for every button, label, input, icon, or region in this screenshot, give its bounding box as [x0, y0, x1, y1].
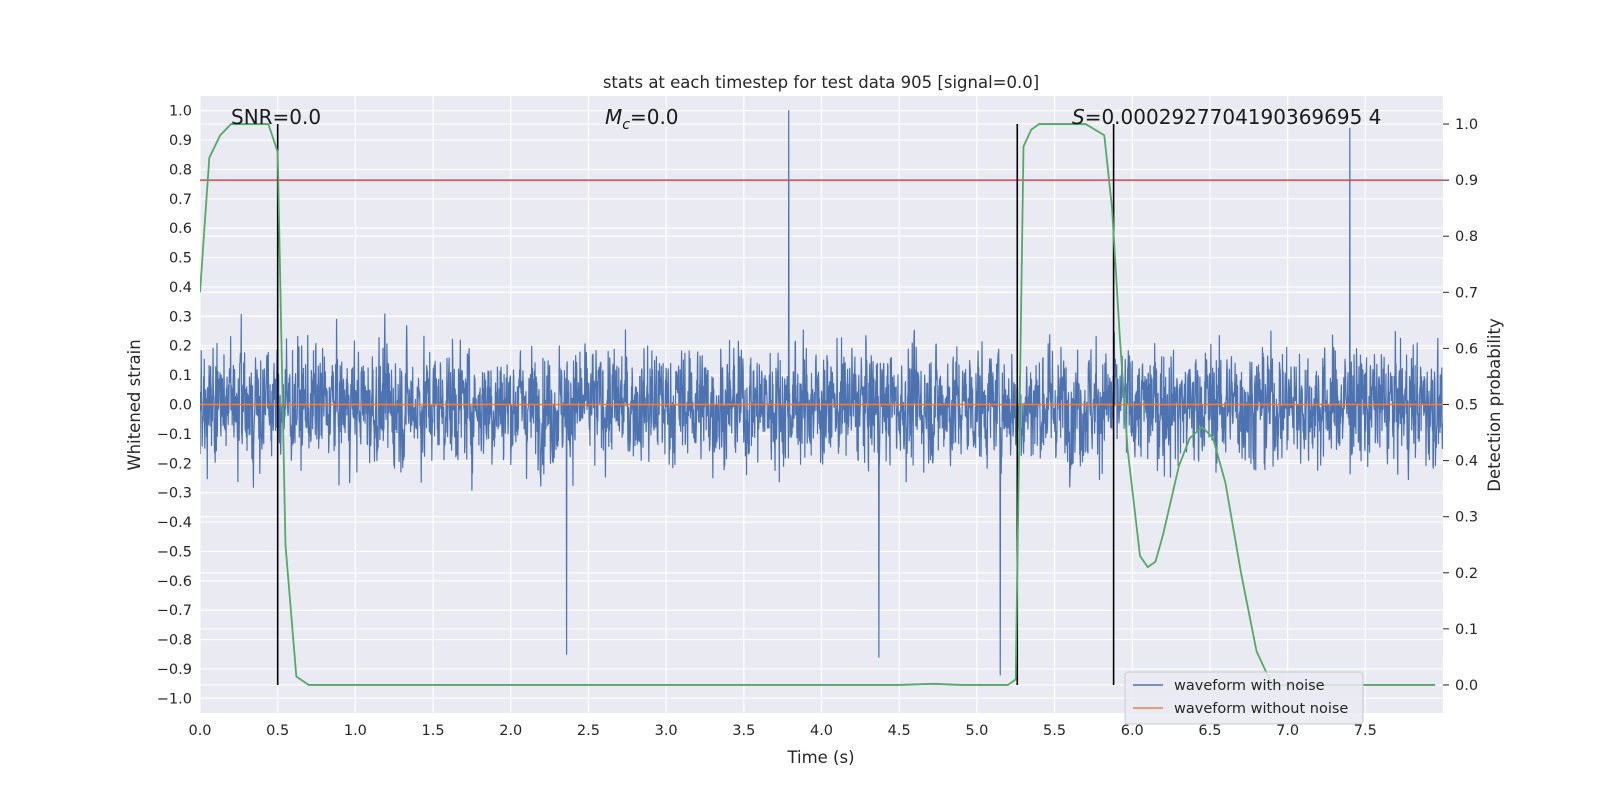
- x-tick-label: 6.0: [1121, 723, 1144, 739]
- reference-lines: [200, 124, 1443, 685]
- chart-title: stats at each timestep for test data 905…: [603, 73, 1039, 92]
- legend-label-clean: waveform without noise: [1174, 701, 1348, 717]
- y-tick-label: −0.2: [157, 456, 192, 472]
- y2-axis-label: Detection probability: [1485, 318, 1504, 492]
- y-tick-label: 0.1: [169, 368, 192, 384]
- y-tick-label: −0.3: [157, 486, 192, 502]
- x-tick-label: 1.5: [422, 723, 445, 739]
- x-tick-label: 4.5: [888, 723, 911, 739]
- x-tick-label: 2.0: [499, 723, 522, 739]
- y-tick-label: 0.6: [169, 221, 192, 237]
- x-tick-label: 2.5: [577, 723, 600, 739]
- y-tick-label: −0.8: [157, 633, 192, 649]
- x-axis-ticks: 0.0 0.5 1.0 1.5 2.0 2.5 3.0 3.5 4.0 4.5 5.0 5.5 6.0 6…: [188, 723, 1376, 739]
- y2-tick-label: 0.8: [1455, 229, 1478, 245]
- y-tick-label: −1.0: [157, 691, 192, 707]
- chirp-mass-annotation: Mc=0.0: [605, 105, 679, 133]
- chirp-mass-subscript: c: [622, 117, 630, 133]
- y-tick-label: −0.9: [157, 662, 192, 678]
- x-tick-label: 7.5: [1354, 723, 1377, 739]
- y-tick-label: 0.4: [169, 280, 192, 296]
- x-tick-label: 7.0: [1276, 723, 1299, 739]
- s-annotation: S=0.0002927704190369695 4: [1072, 105, 1381, 129]
- legend: waveform with noise waveform without noi…: [1124, 671, 1364, 725]
- x-tick-label: 0.0: [188, 723, 211, 739]
- y-tick-label: 0.9: [169, 133, 192, 149]
- y2-tick-label: 0.0: [1455, 678, 1478, 694]
- x-tick-label: 4.0: [810, 723, 833, 739]
- y-tick-label: 0.3: [169, 309, 192, 325]
- y2-tick-label: 1.0: [1455, 117, 1478, 133]
- noise-waveform-line: [200, 110, 1443, 676]
- x-tick-label: 0.5: [266, 723, 289, 739]
- y2-tick-label: 0.6: [1455, 341, 1478, 357]
- y-tick-label: 0.8: [169, 162, 192, 178]
- x-tick-label: 5.5: [1043, 723, 1066, 739]
- y-tick-label: −0.1: [157, 427, 192, 443]
- y-tick-label: −0.7: [157, 603, 192, 619]
- y2-tick-label: 0.9: [1455, 173, 1478, 189]
- y-tick-label: 1.0: [169, 104, 192, 120]
- snr-annotation: SNR=0.0: [231, 105, 321, 129]
- y-axis-label: Whitened strain: [125, 339, 144, 470]
- y2-tick-label: 0.4: [1455, 454, 1478, 470]
- x-tick-label: 1.0: [344, 723, 367, 739]
- y2-tick-label: 0.3: [1455, 510, 1478, 526]
- y-tick-label: 0.5: [169, 251, 192, 267]
- y2-tick-label: 0.7: [1455, 285, 1478, 301]
- x-tick-label: 5.0: [965, 723, 988, 739]
- x-axis-label: Time (s): [786, 748, 854, 767]
- y-tick-label: −0.6: [157, 574, 192, 590]
- y2-tick-label: 0.1: [1455, 622, 1478, 638]
- y-tick-label: −0.5: [157, 544, 192, 560]
- y2-tick-label: 0.5: [1455, 398, 1478, 414]
- x-tick-label: 3.5: [732, 723, 755, 739]
- detection-probability-line: [200, 123, 1436, 686]
- series-waveform-with-noise: [200, 110, 1443, 676]
- s-value: =0.0002927704190369695 4: [1085, 105, 1382, 129]
- x-tick-label: 6.5: [1198, 723, 1221, 739]
- y-axis-ticks: 1.0 0.9 0.8 0.7 0.6 0.5 0.4 0.3 0.2 0.1 0.0 −0.1 −0.…: [157, 104, 192, 708]
- legend-box: [1124, 671, 1364, 725]
- y-tick-label: −0.4: [157, 515, 192, 531]
- legend-label-noise: waveform with noise: [1174, 678, 1325, 694]
- series-detection-probability: [200, 123, 1436, 686]
- s-symbol: S: [1072, 105, 1085, 129]
- y-tick-label: 0.7: [169, 192, 192, 208]
- chirp-mass-value: =0.0: [630, 105, 679, 129]
- x-tick-label: 3.0: [655, 723, 678, 739]
- chirp-mass-symbol: M: [605, 105, 622, 129]
- y-tick-label: 0.2: [169, 339, 192, 355]
- y2-tick-label: 0.2: [1455, 566, 1478, 582]
- y2-axis-ticks: 1.0 0.9 0.8 0.7 0.6 0.5 0.4 0.3 0.2 0.1 0.0: [1443, 117, 1478, 694]
- y-tick-label: 0.0: [169, 398, 192, 414]
